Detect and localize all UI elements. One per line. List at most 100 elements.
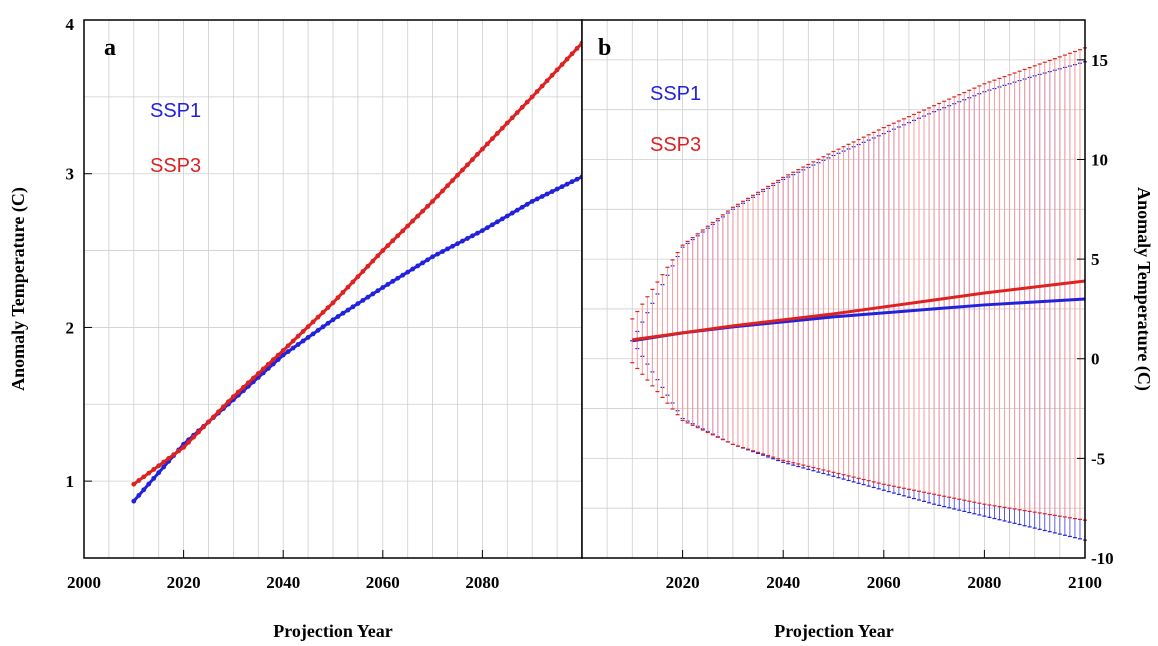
data-point-ssp1 xyxy=(350,304,356,310)
panel-b: 2020 2040 2060 2080 2100 -10 -5 0 5 10 15 b SSP1 S… xyxy=(581,19,1154,641)
data-point-ssp1 xyxy=(455,241,460,247)
x-tick-label: 2100 xyxy=(1068,573,1102,592)
data-point-ssp3 xyxy=(385,243,391,249)
data-point-ssp3 xyxy=(156,463,162,469)
data-point-ssp3 xyxy=(196,429,201,435)
x-tick-label: 2000 xyxy=(67,573,101,592)
data-point-ssp3 xyxy=(435,193,440,199)
data-point-ssp1 xyxy=(295,342,301,347)
data-point-ssp3 xyxy=(285,343,291,349)
data-point-ssp1 xyxy=(559,184,565,190)
data-point-ssp3 xyxy=(480,146,485,152)
x-tick-label: 2080 xyxy=(967,573,1001,592)
data-point-ssp3 xyxy=(211,414,216,420)
panel-b-legend-ssp3: SSP3 xyxy=(650,134,701,156)
data-point-ssp1 xyxy=(544,191,550,197)
data-point-ssp1 xyxy=(136,493,142,498)
x-tick-label: 2040 xyxy=(766,573,800,592)
data-point-ssp3 xyxy=(345,284,351,290)
data-point-ssp1 xyxy=(539,194,545,199)
data-point-ssp3 xyxy=(255,371,261,376)
data-point-ssp1 xyxy=(305,335,311,340)
data-point-ssp3 xyxy=(440,188,445,194)
data-point-ssp1 xyxy=(365,294,371,300)
data-point-ssp1 xyxy=(370,291,376,297)
y-tick-label: -5 xyxy=(1091,449,1105,468)
panel-a-legend-ssp3: SSP3 xyxy=(150,155,201,177)
data-point-ssp1 xyxy=(405,269,411,275)
data-point-ssp3 xyxy=(509,115,515,121)
data-point-ssp1 xyxy=(280,352,286,358)
x-tick-label: 2060 xyxy=(366,573,400,592)
data-point-ssp3 xyxy=(470,157,475,162)
data-point-ssp3 xyxy=(544,78,550,84)
data-point-ssp1 xyxy=(574,176,580,182)
data-point-ssp1 xyxy=(430,254,435,260)
data-point-ssp3 xyxy=(460,167,465,173)
data-point-ssp1 xyxy=(534,196,540,202)
y-tick-label: 4 xyxy=(66,15,75,34)
data-point-ssp1 xyxy=(470,233,475,239)
data-point-ssp1 xyxy=(380,285,386,290)
data-point-ssp3 xyxy=(216,409,221,415)
x-tick-label: 2080 xyxy=(465,573,499,592)
data-point-ssp3 xyxy=(186,439,191,445)
data-point-ssp1 xyxy=(410,266,416,272)
data-point-ssp3 xyxy=(310,319,316,325)
x-tick-label: 2020 xyxy=(666,573,700,592)
data-point-ssp1 xyxy=(275,357,281,362)
data-point-ssp3 xyxy=(231,394,236,399)
panel-a-grid xyxy=(84,20,582,558)
data-point-ssp3 xyxy=(176,448,182,454)
data-point-ssp1 xyxy=(375,288,381,294)
data-point-ssp1 xyxy=(445,246,450,252)
data-point-ssp3 xyxy=(534,89,540,94)
data-point-ssp3 xyxy=(514,110,520,115)
panel-a-letter: a xyxy=(104,35,116,61)
data-point-ssp1 xyxy=(345,307,351,313)
data-point-ssp3 xyxy=(360,269,366,274)
data-point-ssp3 xyxy=(295,333,301,339)
data-point-ssp3 xyxy=(166,455,172,461)
data-point-ssp3 xyxy=(430,198,435,204)
data-point-ssp3 xyxy=(559,62,565,67)
data-point-ssp3 xyxy=(390,238,396,244)
data-point-ssp3 xyxy=(340,289,346,295)
data-point-ssp3 xyxy=(171,452,177,458)
data-point-ssp3 xyxy=(315,314,321,320)
data-point-ssp3 xyxy=(484,141,490,147)
data-point-ssp3 xyxy=(574,46,580,51)
data-point-ssp3 xyxy=(564,56,570,62)
data-point-ssp1 xyxy=(330,317,336,323)
data-point-ssp3 xyxy=(410,218,416,224)
data-point-ssp3 xyxy=(395,233,401,239)
data-point-ssp1 xyxy=(355,301,361,307)
data-point-ssp1 xyxy=(529,198,535,204)
data-point-ssp1 xyxy=(400,272,406,278)
data-point-ssp3 xyxy=(260,366,266,372)
data-point-ssp3 xyxy=(455,172,460,178)
data-point-ssp1 xyxy=(489,222,495,228)
panel-b-x-axis-title: Projection Year xyxy=(774,621,893,641)
data-point-ssp1 xyxy=(509,210,515,216)
panel-a-y-axis-title: Anomaly Temperature (C) xyxy=(8,187,29,391)
data-point-ssp3 xyxy=(415,213,421,219)
data-point-ssp3 xyxy=(265,361,271,367)
data-point-ssp3 xyxy=(425,203,431,209)
data-point-ssp1 xyxy=(549,189,555,194)
x-tick-label: 2060 xyxy=(867,573,901,592)
data-point-ssp1 xyxy=(460,238,465,244)
data-point-ssp1 xyxy=(146,481,152,487)
data-point-ssp1 xyxy=(161,464,167,470)
data-point-ssp3 xyxy=(350,279,356,285)
data-point-ssp3 xyxy=(365,263,371,269)
data-point-ssp3 xyxy=(529,94,535,100)
data-point-ssp3 xyxy=(375,253,381,259)
data-point-ssp1 xyxy=(484,225,490,231)
data-point-ssp3 xyxy=(380,248,386,253)
data-point-ssp3 xyxy=(206,419,211,425)
data-point-ssp3 xyxy=(420,208,426,214)
data-point-ssp3 xyxy=(504,120,510,126)
data-point-ssp1 xyxy=(156,470,162,476)
